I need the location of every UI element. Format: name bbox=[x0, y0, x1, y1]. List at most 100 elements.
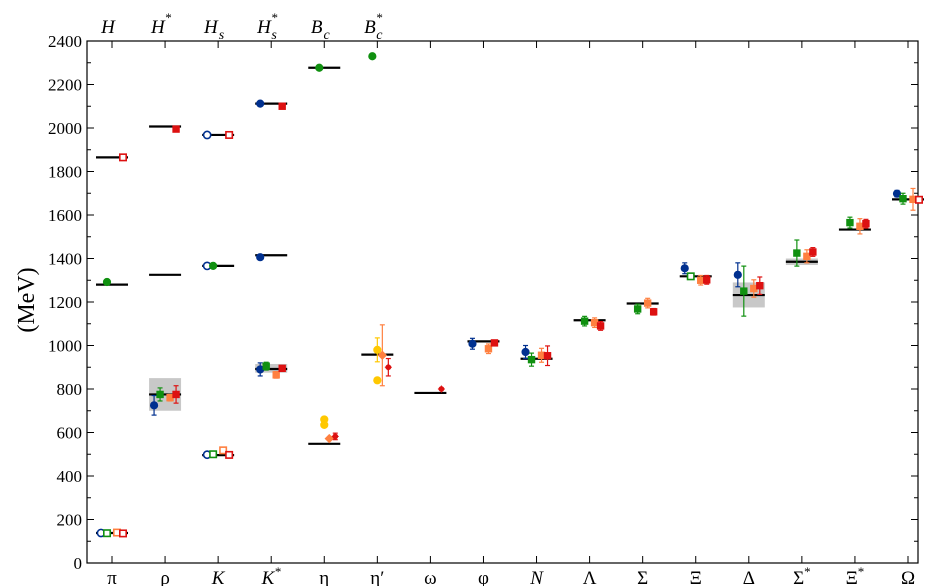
data-point bbox=[219, 446, 228, 455]
x-category-label: Δ bbox=[743, 568, 755, 586]
y-tick-label: 200 bbox=[57, 511, 83, 530]
data-point bbox=[490, 339, 499, 347]
data-point bbox=[225, 130, 234, 139]
data-point bbox=[209, 261, 218, 270]
data-point bbox=[278, 364, 286, 373]
x-category-label: η bbox=[319, 568, 329, 586]
data-point bbox=[377, 350, 388, 360]
y-tick-label: 1000 bbox=[48, 337, 82, 356]
top-category-label: Bc bbox=[311, 17, 331, 43]
data-point bbox=[914, 195, 923, 204]
y-tick-label: 1600 bbox=[48, 206, 82, 225]
plot-frame bbox=[86, 40, 919, 564]
data-point bbox=[166, 394, 174, 402]
data-point bbox=[209, 450, 218, 459]
data-point bbox=[262, 362, 270, 370]
y-tick-label: 0 bbox=[74, 554, 83, 573]
data-points bbox=[96, 52, 923, 538]
y-tick-label: 400 bbox=[57, 467, 83, 486]
x-category-label: ρ bbox=[160, 568, 169, 586]
data-point bbox=[119, 153, 128, 162]
x-category-label: Ξ bbox=[690, 568, 702, 586]
data-point bbox=[315, 63, 324, 72]
data-point bbox=[740, 287, 748, 295]
data-point bbox=[899, 194, 907, 203]
top-category-label: B* c bbox=[364, 10, 383, 43]
top-category-label: H* s bbox=[256, 10, 278, 43]
data-point bbox=[484, 345, 493, 353]
x-category-label: Ω bbox=[901, 568, 915, 586]
data-point bbox=[643, 299, 652, 307]
data-point bbox=[686, 272, 695, 281]
data-point bbox=[202, 130, 212, 140]
data-point bbox=[803, 252, 811, 261]
data-point bbox=[543, 352, 552, 360]
data-point bbox=[172, 390, 180, 399]
uncertainty-bands bbox=[149, 258, 818, 411]
top-category-label: Hs bbox=[203, 17, 225, 43]
x-category-label: N bbox=[529, 568, 544, 586]
data-point bbox=[756, 281, 764, 290]
data-point bbox=[373, 376, 382, 385]
data-point bbox=[521, 347, 530, 357]
data-point bbox=[324, 433, 334, 444]
axes bbox=[87, 40, 918, 564]
x-category-label: Ξ* bbox=[846, 564, 865, 586]
data-point bbox=[468, 339, 477, 348]
data-point bbox=[225, 450, 234, 459]
data-point bbox=[846, 218, 854, 227]
x-category-label: Λ bbox=[583, 568, 597, 586]
data-point bbox=[590, 318, 599, 327]
data-point bbox=[527, 355, 536, 364]
data-point bbox=[272, 371, 280, 379]
y-axis-label: (MeV) bbox=[14, 267, 40, 332]
data-point bbox=[697, 276, 705, 284]
y-tick-label: 1400 bbox=[48, 250, 82, 269]
y-tick-label: 2400 bbox=[48, 32, 82, 51]
data-point bbox=[856, 222, 864, 231]
x-category-label: K* bbox=[261, 564, 282, 586]
x-category-label: ω bbox=[424, 568, 437, 586]
data-point bbox=[368, 52, 377, 61]
data-point bbox=[119, 529, 128, 538]
y-tick-label: 2200 bbox=[48, 76, 82, 95]
top-category-label: H* bbox=[150, 10, 172, 38]
data-point bbox=[256, 253, 265, 262]
data-point bbox=[793, 249, 801, 257]
data-point bbox=[373, 345, 382, 354]
experimental-levels bbox=[96, 66, 924, 535]
data-point bbox=[537, 351, 546, 359]
x-category-label: π bbox=[107, 568, 117, 586]
data-point bbox=[156, 390, 164, 399]
data-point bbox=[149, 401, 159, 410]
data-point bbox=[596, 322, 605, 330]
data-point bbox=[633, 305, 642, 313]
data-point bbox=[680, 264, 689, 273]
data-point bbox=[703, 276, 711, 284]
data-point bbox=[256, 99, 265, 108]
data-point bbox=[320, 420, 329, 429]
top-category-label: H bbox=[100, 17, 116, 38]
y-tick-label: 1800 bbox=[48, 163, 82, 182]
data-point bbox=[103, 529, 112, 538]
x-category-label: K bbox=[211, 568, 226, 586]
data-point bbox=[649, 308, 658, 316]
data-point bbox=[809, 248, 817, 256]
data-point bbox=[102, 277, 112, 287]
x-category-label: Σ* bbox=[793, 564, 811, 586]
labels: 0 200 400 600 800 1000 1200 1400 1600 1800 2000 220… bbox=[48, 10, 915, 586]
x-category-label: φ bbox=[478, 568, 489, 586]
data-point bbox=[580, 317, 589, 325]
data-point bbox=[750, 284, 758, 293]
data-point bbox=[278, 102, 286, 110]
data-point bbox=[862, 220, 870, 228]
x-category-label: Σ bbox=[637, 568, 648, 586]
y-tick-label: 600 bbox=[57, 424, 83, 443]
data-point bbox=[733, 270, 742, 279]
data-point bbox=[172, 125, 180, 133]
x-category-label: η′ bbox=[370, 568, 384, 586]
y-tick-label: 1200 bbox=[48, 293, 82, 312]
y-tick-label: 800 bbox=[57, 380, 83, 399]
y-tick-label: 2000 bbox=[48, 119, 82, 138]
